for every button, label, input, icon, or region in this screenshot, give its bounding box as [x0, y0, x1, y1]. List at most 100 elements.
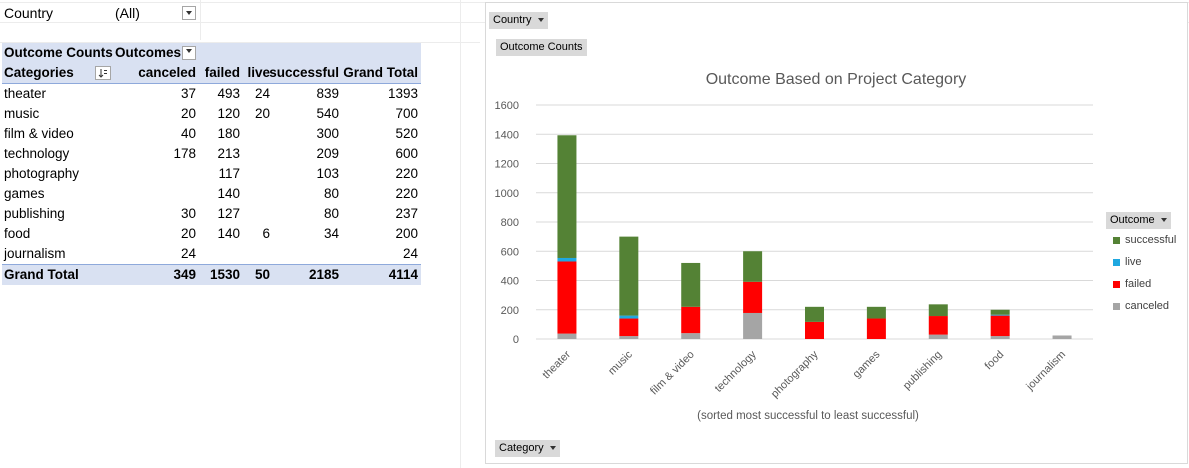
- cell-successful: 839: [316, 86, 339, 101]
- legend-swatch: [1113, 302, 1120, 310]
- table-row[interactable]: photography 117 103 220: [2, 164, 421, 184]
- category-field-label: Category: [499, 442, 544, 454]
- x-tick-label: theater: [540, 348, 573, 381]
- cell-failed: 127: [217, 206, 240, 221]
- cell-total: 700: [395, 106, 418, 121]
- row-category: food: [4, 226, 31, 241]
- cell-canceled: 40: [180, 126, 196, 141]
- pivot-chart[interactable]: Country Outcome Counts Outcome Based on …: [485, 2, 1188, 464]
- y-tick-label: 600: [501, 246, 519, 258]
- bar-successful: [619, 236, 639, 316]
- filter-dropdown-button[interactable]: [182, 6, 196, 20]
- pivot-table: Outcome Counts Outcomes Categories cance…: [2, 43, 421, 285]
- table-row[interactable]: technology 178 213 209 600: [2, 144, 421, 164]
- y-tick-label: 1600: [495, 100, 519, 112]
- total-grand: 4114: [388, 267, 418, 282]
- chart-title: Outcome Based on Project Category: [706, 71, 967, 88]
- y-tick-label: 1200: [495, 159, 519, 171]
- legend-swatch: [1113, 280, 1120, 288]
- table-row[interactable]: theater 37 493 24 839 1393: [2, 84, 421, 104]
- bar-failed: [681, 306, 701, 334]
- values-field-button[interactable]: Outcome Counts: [496, 39, 587, 56]
- cell-successful: 209: [316, 146, 339, 161]
- y-tick-label: 400: [501, 276, 519, 288]
- table-row[interactable]: publishing 30 127 80 237: [2, 204, 421, 224]
- outcome-legend-label: Outcome: [1110, 214, 1155, 226]
- bar-failed: [557, 261, 577, 334]
- row-category: photography: [4, 166, 80, 181]
- bar-failed: [990, 315, 1010, 337]
- cell-failed: 140: [217, 186, 240, 201]
- country-field-button[interactable]: Country: [489, 12, 548, 29]
- chevron-down-icon: [549, 446, 556, 451]
- cell-failed: 140: [217, 226, 240, 241]
- bar-failed: [619, 318, 639, 337]
- x-tick-label: photography: [769, 348, 821, 400]
- legend-item-successful: successful: [1113, 234, 1176, 246]
- legend-label: canceled: [1125, 300, 1170, 312]
- bar-failed: [805, 321, 824, 339]
- row-category: film & video: [4, 126, 74, 141]
- bar-successful: [805, 306, 824, 322]
- col-header-grand-total: Grand Total: [343, 65, 418, 80]
- grand-total-row[interactable]: Grand Total 349 1530 50 2185 4114: [2, 264, 421, 285]
- bar-live: [557, 257, 577, 262]
- y-tick-label: 200: [501, 305, 519, 317]
- cell-failed: 120: [217, 106, 240, 121]
- outcome-legend-button[interactable]: Outcome: [1106, 212, 1171, 229]
- table-row[interactable]: games 140 80 220: [2, 184, 421, 204]
- cell-failed: 180: [217, 126, 240, 141]
- pivot-filter-row: Country (All): [0, 3, 200, 23]
- x-tick-label: publishing: [901, 349, 945, 393]
- bar-successful: [557, 135, 577, 258]
- total-canceled: 349: [173, 267, 196, 282]
- cell-total: 220: [395, 186, 418, 201]
- cell-canceled: 20: [180, 106, 196, 121]
- bar-canceled: [990, 336, 1010, 339]
- bar-failed: [743, 281, 763, 313]
- row-category: journalism: [4, 246, 66, 261]
- chevron-down-icon: [537, 18, 544, 23]
- cell-successful: 300: [316, 126, 339, 141]
- category-field-button[interactable]: Category: [495, 440, 560, 457]
- legend-label: live: [1125, 256, 1142, 268]
- chevron-down-icon: [186, 49, 192, 53]
- x-axis-title: (sorted most successful to least success…: [697, 410, 919, 422]
- table-row[interactable]: journalism 24 24: [2, 244, 421, 264]
- bar-canceled: [681, 333, 701, 339]
- row-category: technology: [4, 146, 70, 161]
- cell-failed: 493: [217, 86, 240, 101]
- x-tick-label: technology: [713, 348, 759, 394]
- outcomes-filter-button[interactable]: [182, 46, 196, 60]
- bar-canceled: [743, 312, 763, 339]
- legend-item-canceled: canceled: [1113, 300, 1169, 312]
- table-row[interactable]: film & video 40 180 300 520: [2, 124, 421, 144]
- cell-failed: 213: [217, 146, 240, 161]
- bar-canceled: [557, 333, 577, 339]
- cell-live: 20: [254, 106, 270, 121]
- pivot-header-row-2: Categories canceled failed live successf…: [2, 63, 421, 84]
- bar-successful: [681, 262, 701, 307]
- row-category: music: [4, 106, 40, 121]
- bar-canceled: [619, 336, 639, 339]
- table-row[interactable]: food 20 140 6 34 200: [2, 224, 421, 244]
- pivot-corner-label: Outcome Counts: [4, 45, 113, 60]
- bar-failed: [928, 316, 948, 335]
- legend-item-live: live: [1113, 256, 1142, 268]
- legend-label: failed: [1125, 278, 1152, 290]
- cell-total: 520: [395, 126, 418, 141]
- legend-swatch: [1113, 236, 1120, 244]
- filter-field-label: Country: [4, 5, 54, 21]
- y-tick-label: 0: [513, 334, 519, 346]
- cell-failed: 117: [218, 166, 240, 181]
- cell-live: 24: [254, 86, 270, 101]
- grand-total-label: Grand Total: [4, 267, 79, 282]
- values-field-label: Outcome Counts: [500, 41, 583, 53]
- x-tick-label: film & video: [648, 349, 697, 398]
- pivot-rows-label: Categories: [4, 65, 74, 80]
- x-tick-label: journalism: [1024, 349, 1069, 394]
- total-failed: 1530: [209, 267, 240, 282]
- categories-sort-button[interactable]: [95, 66, 111, 80]
- bar-successful: [990, 309, 1010, 315]
- table-row[interactable]: music 20 120 20 540 700: [2, 104, 421, 124]
